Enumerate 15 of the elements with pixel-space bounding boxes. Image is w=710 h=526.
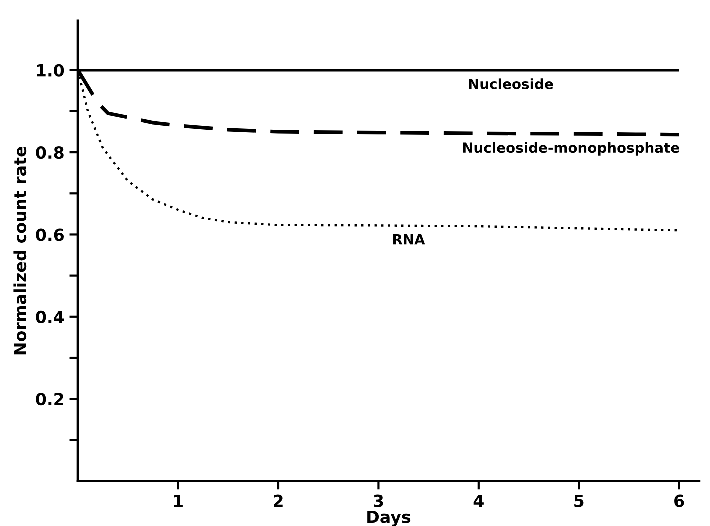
y-tick-label: 0.6	[36, 228, 64, 242]
series-label: Nucleoside-monophosphate	[463, 142, 680, 156]
y-tick-label: 1.0	[37, 64, 64, 77]
x-tick-label: 4	[474, 494, 484, 508]
y-tick-label: 0.8	[36, 146, 64, 160]
series-label: RNA	[394, 234, 426, 245]
x-tick-label: 6	[674, 494, 684, 508]
y-tick-label: 0.4	[36, 310, 64, 324]
series-label: Nucleoside	[469, 78, 554, 90]
y-axis-title: Normalized count rate	[14, 146, 27, 355]
x-tick-label: 5	[574, 494, 584, 508]
x-tick-label: 2	[274, 494, 283, 508]
x-tick-label: 1	[174, 494, 183, 508]
y-tick-label: 0.2	[36, 393, 64, 406]
x-tick-label: 3	[374, 494, 384, 508]
